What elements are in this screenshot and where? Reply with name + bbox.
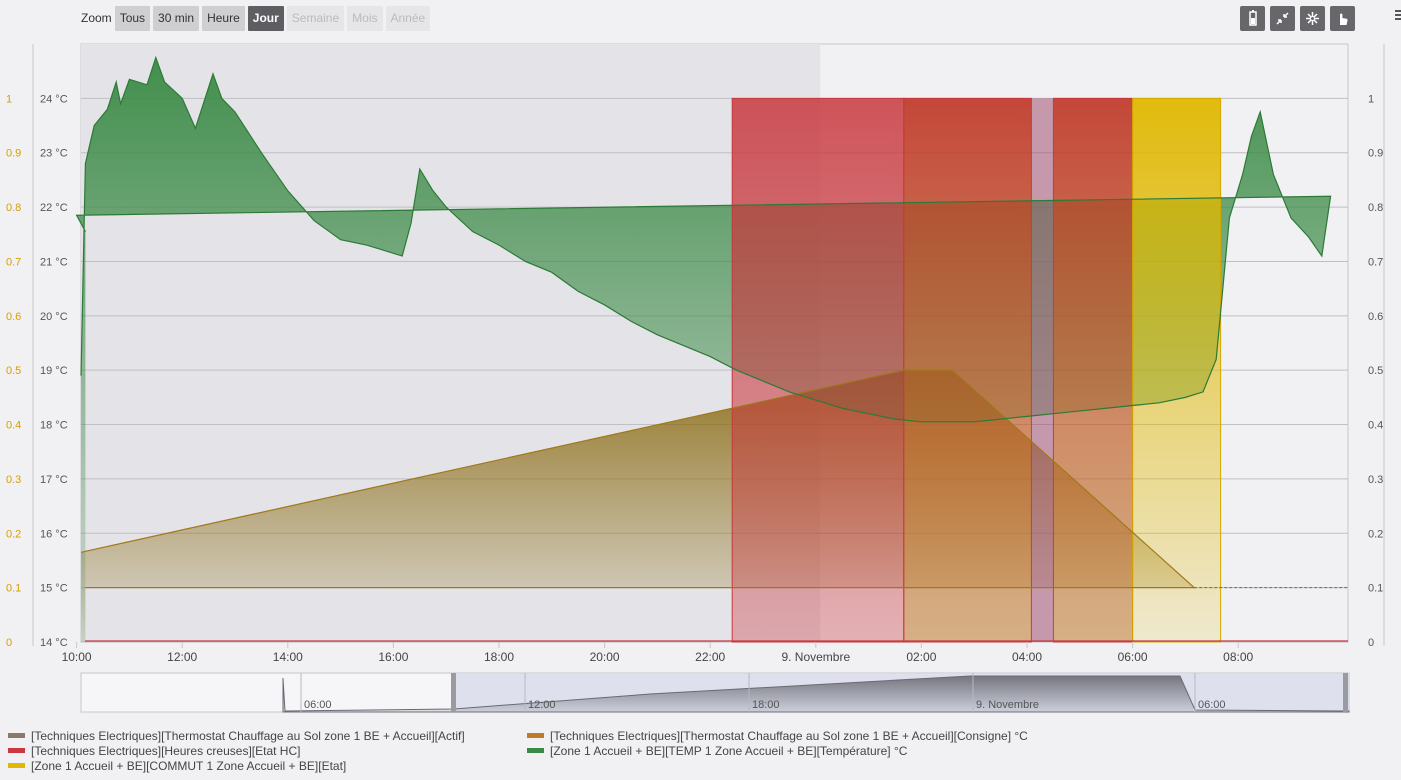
y-axis-state-right-label: 0.4 [1368,420,1383,432]
navigator-label: 06:00 [1198,699,1226,711]
y-axis-temp-label: 19 °C [40,365,68,377]
x-axis-label: 04:00 [1012,650,1042,664]
y-axis-temp-label: 21 °C [40,256,68,268]
zoom-button-mois: Mois [347,6,383,31]
navigator-label: 18:00 [752,699,780,711]
y-axis-state-right-label: 1 [1368,93,1374,105]
legend-label: [Techniques Electriques][Heures creuses]… [31,744,301,758]
y-axis-state-left-label: 0.1 [6,583,21,595]
x-axis-label: 18:00 [484,650,514,664]
zoom-button-jour[interactable]: Jour [247,6,284,31]
pointer-hand-icon[interactable] [1330,6,1355,31]
y-axis-temp-label: 24 °C [40,93,68,105]
legend-label: [Zone 1 Accueil + BE][TEMP 1 Zone Accuei… [550,744,908,758]
heures-creuses-gap [1031,98,1054,642]
x-axis-label: 08:00 [1223,650,1253,664]
y-axis-state-left-label: 0 [6,637,12,649]
y-axis-state-left-label: 0.6 [6,311,21,323]
chart-area: 0 0.1 0.2 0.3 0.4 0.5 0.6 0.7 0.8 0.9 1 14 °C 15 °C 1… [6,43,1385,713]
zoom-button-semaine: Semaine [286,6,345,31]
legend-item-temperature[interactable]: [Zone 1 Accueil + BE][TEMP 1 Zone Accuei… [527,744,907,759]
x-axis-label: 14:00 [273,650,303,664]
y-axis-state-left-label: 0.8 [6,202,21,214]
legend-label: [Zone 1 Accueil + BE][COMMUT 1 Zone Accu… [31,759,347,773]
y-axis-state-right-label: 0.9 [1368,148,1383,160]
y-axis-state-right-label: 0.7 [1368,256,1383,268]
legend-item-consigne[interactable]: [Techniques Electriques][Thermostat Chau… [527,729,1028,744]
legend-swatch [8,733,25,739]
zoom-button-30min[interactable]: 30 min [153,6,200,31]
navigator-handle-right[interactable] [1343,673,1348,712]
x-axis-label: 02:00 [906,650,936,664]
y-axis-state-right-label: 0 [1368,637,1374,649]
y-axis-state-right-label: 0.5 [1368,365,1383,377]
navigator-label: 06:00 [304,699,332,711]
legend-label: [Techniques Electriques][Thermostat Chau… [550,729,1028,743]
y-axis-state-left-label: 1 [6,93,12,105]
y-axis-temp-label: 23 °C [40,148,68,160]
y-axis-state-left-label: 0.9 [6,148,21,160]
y-axis-state-right-label: 0.2 [1368,528,1383,540]
snowflake-icon[interactable] [1300,6,1325,31]
legend-item-commut[interactable]: [Zone 1 Accueil + BE][COMMUT 1 Zone Accu… [8,759,346,774]
zoom-label: Zoom [81,11,112,25]
x-axis-label: 06:00 [1118,650,1148,664]
zoom-button-annee: Année [385,6,431,31]
y-axis-temp-label: 18 °C [40,420,68,432]
x-axis-label: 16:00 [378,650,408,664]
x-axis-label: 9. Novembre [781,650,850,664]
heures-creuses-bar [1052,97,1134,643]
x-axis-label: 22:00 [695,650,725,664]
y-axis-temp-label: 16 °C [40,528,68,540]
x-axis-label: 12:00 [167,650,197,664]
series-temperature-line [75,55,1332,423]
legend-item-heures-creuses[interactable]: [Techniques Electriques][Heures creuses]… [8,744,300,759]
y-axis-temp-label: 22 °C [40,202,68,214]
y-axis-state-right-label: 0.1 [1368,583,1383,595]
y-axis-temp-label: 15 °C [40,583,68,595]
zoom-button-tous[interactable]: Tous [114,6,151,31]
y-axis-state-left-label: 0.4 [6,420,21,432]
y-axis-state-left-label: 0.2 [6,528,21,540]
legend-label: [Techniques Electriques][Thermostat Chau… [31,729,465,743]
navigator-series [282,675,1350,713]
collapse-arrows-icon[interactable] [1270,6,1295,31]
menu-icon[interactable] [1391,8,1401,26]
x-axis-label: 10:00 [62,650,92,664]
y-axis-temp-label: 17 °C [40,474,68,486]
navigator-handle-left[interactable] [451,673,456,712]
series-consigne-line [80,369,1196,589]
legend-swatch [8,748,25,754]
zoom-toolbar: Zoom Tous 30 min Heure Jour Semaine Mois… [81,6,433,31]
navigator-label: 12:00 [528,699,556,711]
legend-swatch [8,763,25,769]
y-axis-temp-label: 20 °C [40,311,68,323]
x-axis-label: 20:00 [590,650,620,664]
battery-icon[interactable] [1240,6,1265,31]
y-axis-state-left-label: 0.5 [6,365,21,377]
legend-swatch [527,748,544,754]
navigator-label: 9. Novembre [976,699,1039,711]
y-axis-state-right-label: 0.8 [1368,202,1383,214]
y-axis-state-right-label: 0.3 [1368,474,1383,486]
legend-swatch [527,733,544,739]
commut-bar [1132,97,1222,643]
heures-creuses-bar [731,97,905,643]
y-axis-state-left-label: 0.7 [6,256,21,268]
y-axis-state-right-label: 0.6 [1368,311,1383,323]
y-axis-state-left-label: 0.3 [6,474,21,486]
legend-item-actif[interactable]: [Techniques Electriques][Thermostat Chau… [8,729,465,744]
zoom-button-heure[interactable]: Heure [202,6,245,31]
y-axis-temp-label: 14 °C [40,637,68,649]
